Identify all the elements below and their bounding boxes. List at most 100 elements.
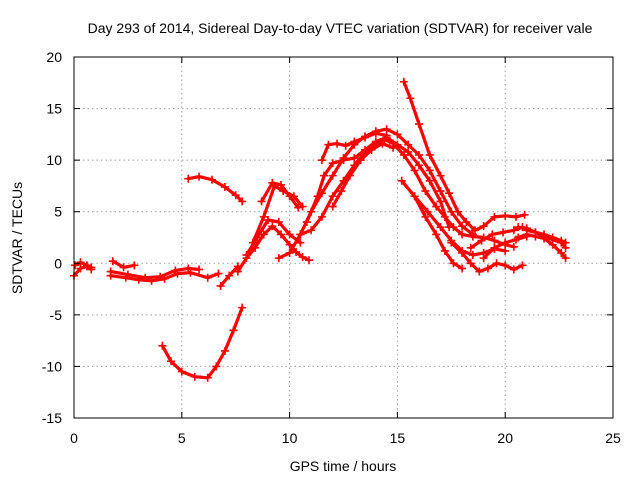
- data-point: [406, 94, 415, 103]
- data-point: [264, 215, 273, 224]
- data-point: [471, 226, 480, 235]
- axis-ticks: [73, 56, 614, 419]
- data-point: [458, 264, 467, 273]
- data-point: [557, 238, 566, 247]
- data-point: [184, 264, 193, 273]
- data-point: [268, 222, 277, 231]
- y-tick-label: 5: [54, 204, 62, 220]
- data-point: [158, 341, 167, 350]
- data-point: [333, 139, 342, 148]
- data-point: [436, 171, 445, 180]
- x-tick-labels: 0 5 10 15 20 25: [70, 430, 621, 446]
- y-tick-label: 0: [54, 255, 62, 271]
- data-point: [177, 367, 186, 376]
- data-point: [378, 139, 387, 148]
- data-point: [501, 261, 510, 270]
- data-point: [305, 256, 314, 265]
- data-point: [233, 267, 242, 276]
- data-point: [404, 140, 413, 149]
- data-point: [421, 187, 430, 196]
- data-point: [466, 259, 475, 268]
- y-tick-label: 20: [46, 49, 62, 65]
- y-tick-label: -15: [42, 410, 62, 426]
- x-tick-label: 5: [178, 430, 186, 446]
- data-point: [242, 251, 251, 260]
- data-point: [557, 248, 566, 257]
- data-point: [108, 257, 117, 266]
- data-point: [458, 230, 467, 239]
- data-point: [399, 150, 408, 159]
- data-point: [458, 222, 467, 231]
- data-point: [220, 346, 229, 355]
- data-point: [134, 275, 143, 284]
- x-tick-label: 15: [390, 430, 406, 446]
- data-point: [203, 273, 212, 282]
- data-point: [350, 137, 359, 146]
- data-point: [328, 171, 337, 180]
- series-track-07: [160, 306, 244, 380]
- grid-lines: [74, 57, 613, 418]
- data-point: [195, 265, 204, 274]
- data-point: [238, 303, 247, 312]
- data-point: [184, 174, 193, 183]
- data-point: [423, 207, 432, 216]
- chart-title: Day 293 of 2014, Sidereal Day-to-day VTE…: [88, 20, 593, 36]
- data-point: [313, 192, 322, 201]
- data-point: [296, 238, 305, 247]
- data-point: [238, 197, 247, 206]
- data-point: [203, 373, 212, 382]
- data-point: [285, 248, 294, 257]
- data-point: [87, 263, 96, 272]
- data-point: [499, 228, 508, 237]
- data-point: [294, 203, 303, 212]
- data-point: [445, 223, 454, 232]
- plot-frame: [73, 56, 614, 419]
- data-point: [425, 166, 434, 175]
- x-tick-label: 0: [70, 430, 78, 446]
- data-point: [296, 230, 305, 239]
- x-tick-label: 10: [282, 430, 298, 446]
- x-tick-label: 20: [497, 430, 513, 446]
- y-tick-label: 10: [46, 152, 62, 168]
- data-point: [371, 129, 380, 138]
- data-point: [371, 137, 380, 146]
- data-point: [501, 246, 510, 255]
- data-point: [447, 238, 456, 247]
- data-point: [214, 269, 223, 278]
- data-point: [345, 171, 354, 180]
- data-point: [121, 273, 130, 282]
- data-point: [320, 171, 329, 180]
- data-point: [436, 223, 445, 232]
- data-point: [475, 267, 484, 276]
- data-point: [561, 254, 570, 263]
- data-point: [436, 197, 445, 206]
- data-point: [76, 258, 85, 267]
- data-point: [317, 212, 326, 221]
- data-point: [328, 159, 337, 168]
- data-point: [514, 233, 523, 242]
- data-point: [468, 230, 477, 239]
- data-point: [501, 238, 510, 247]
- data-point: [298, 202, 307, 211]
- data-point: [367, 145, 376, 154]
- series-track-20: [413, 194, 464, 270]
- data-point: [190, 372, 199, 381]
- data-point: [259, 212, 268, 221]
- data-series: [70, 77, 570, 382]
- data-point: [302, 218, 311, 227]
- data-point: [410, 166, 419, 175]
- data-point: [216, 281, 225, 290]
- data-point: [389, 143, 398, 152]
- data-point: [298, 253, 307, 262]
- data-point: [490, 212, 499, 221]
- data-point: [229, 326, 238, 335]
- data-point: [514, 223, 523, 232]
- series-track-09: [236, 224, 311, 274]
- data-point: [186, 268, 195, 277]
- data-point: [432, 202, 441, 211]
- data-point: [160, 274, 169, 283]
- data-point: [421, 212, 430, 221]
- data-point: [410, 192, 419, 201]
- series-track-11: [251, 184, 305, 245]
- data-point: [317, 156, 326, 165]
